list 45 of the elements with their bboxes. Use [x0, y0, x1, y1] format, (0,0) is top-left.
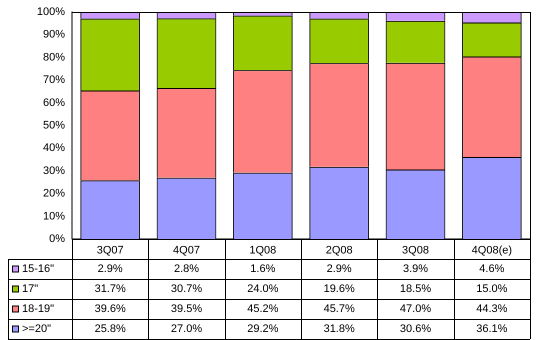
x-tick-label: 4Q07	[173, 244, 200, 257]
y-tick-label: 40%	[42, 142, 66, 154]
data-label: 36.1%	[476, 323, 508, 336]
data-label: 30.7%	[170, 283, 202, 296]
y-tick-label: 60%	[42, 96, 66, 109]
data-label: 2.8%	[174, 263, 200, 276]
data-label: 4.6%	[479, 263, 505, 276]
legend-label: >=20"	[22, 323, 52, 336]
data-label: 15.0%	[476, 283, 508, 296]
y-tick-label: 100%	[36, 6, 66, 18]
legend-label: 18-19"	[22, 303, 54, 316]
data-label: 31.8%	[324, 323, 355, 336]
data-label: 39.6%	[94, 303, 126, 316]
y-tick-label: 70%	[42, 74, 66, 86]
data-label: 47.0%	[400, 303, 432, 316]
y-tick-label: 0%	[49, 233, 66, 246]
data-label: 1.6%	[250, 263, 276, 276]
legend-label: 15-16"	[22, 263, 54, 276]
data-label: 30.6%	[400, 323, 432, 336]
x-tick-label: 3Q08	[402, 244, 429, 257]
data-label: 25.8%	[94, 323, 126, 336]
data-label: 45.7%	[324, 303, 355, 316]
x-tick-label: 4Q08(e)	[472, 244, 512, 257]
y-tick-label: 80%	[42, 51, 66, 64]
data-label: 3.9%	[402, 263, 428, 276]
y-tick-label: 90%	[42, 28, 66, 41]
y-tick-label: 10%	[42, 210, 66, 222]
x-tick-label: 1Q08	[249, 244, 276, 257]
data-label: 31.7%	[94, 283, 126, 296]
data-label: 29.2%	[247, 323, 279, 336]
x-tick-label: 3Q07	[96, 244, 124, 257]
data-label: 39.5%	[170, 303, 202, 316]
data-label: 19.6%	[324, 283, 355, 296]
data-label: 24.0%	[247, 283, 279, 296]
data-label: 18.5%	[400, 283, 432, 296]
x-tick-label: 2Q08	[326, 244, 353, 257]
data-label: 2.9%	[98, 263, 123, 276]
y-tick-label: 30%	[42, 164, 66, 177]
data-label: 44.3%	[476, 303, 508, 316]
y-tick-label: 50%	[42, 120, 66, 132]
y-tick-label: 20%	[42, 188, 66, 200]
data-label: 45.2%	[247, 303, 279, 316]
legend-label: 17"	[22, 283, 38, 296]
data-label: 27.0%	[170, 323, 202, 336]
data-label: 2.9%	[326, 263, 352, 276]
